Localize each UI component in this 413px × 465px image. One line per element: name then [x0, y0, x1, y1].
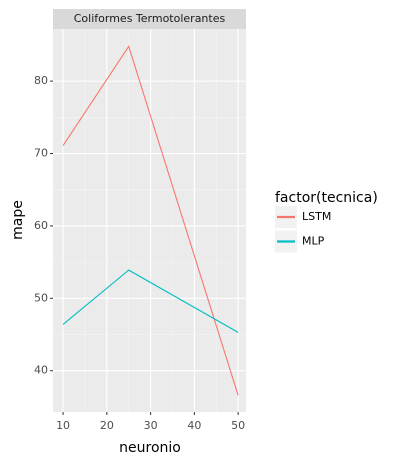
x-tick-label: 20: [100, 419, 114, 432]
y-tick-label: 40: [34, 364, 48, 377]
line: [62, 269, 239, 333]
x-tick-label: 40: [187, 419, 201, 432]
x-tick-label: 10: [56, 419, 70, 432]
x-axis-title: neuronio: [119, 440, 181, 456]
x-tick-label: 30: [144, 419, 158, 432]
y-axis-title: mape: [10, 200, 26, 240]
panel: [53, 29, 246, 412]
strip: [53, 9, 246, 29]
legend-title: factor(tecnica): [275, 190, 378, 206]
y-tick-label: 70: [34, 147, 48, 160]
x-tick-label: 50: [231, 419, 245, 432]
line: [62, 45, 239, 396]
y-tick-label: 60: [34, 219, 48, 232]
y-tick-label: 50: [34, 291, 48, 304]
strip-label: Coliformes Termotolerantes: [74, 12, 226, 25]
y-tick-label: 80: [34, 74, 48, 87]
legend-label: LSTM: [302, 210, 331, 223]
legend-label: MLP: [302, 235, 325, 248]
